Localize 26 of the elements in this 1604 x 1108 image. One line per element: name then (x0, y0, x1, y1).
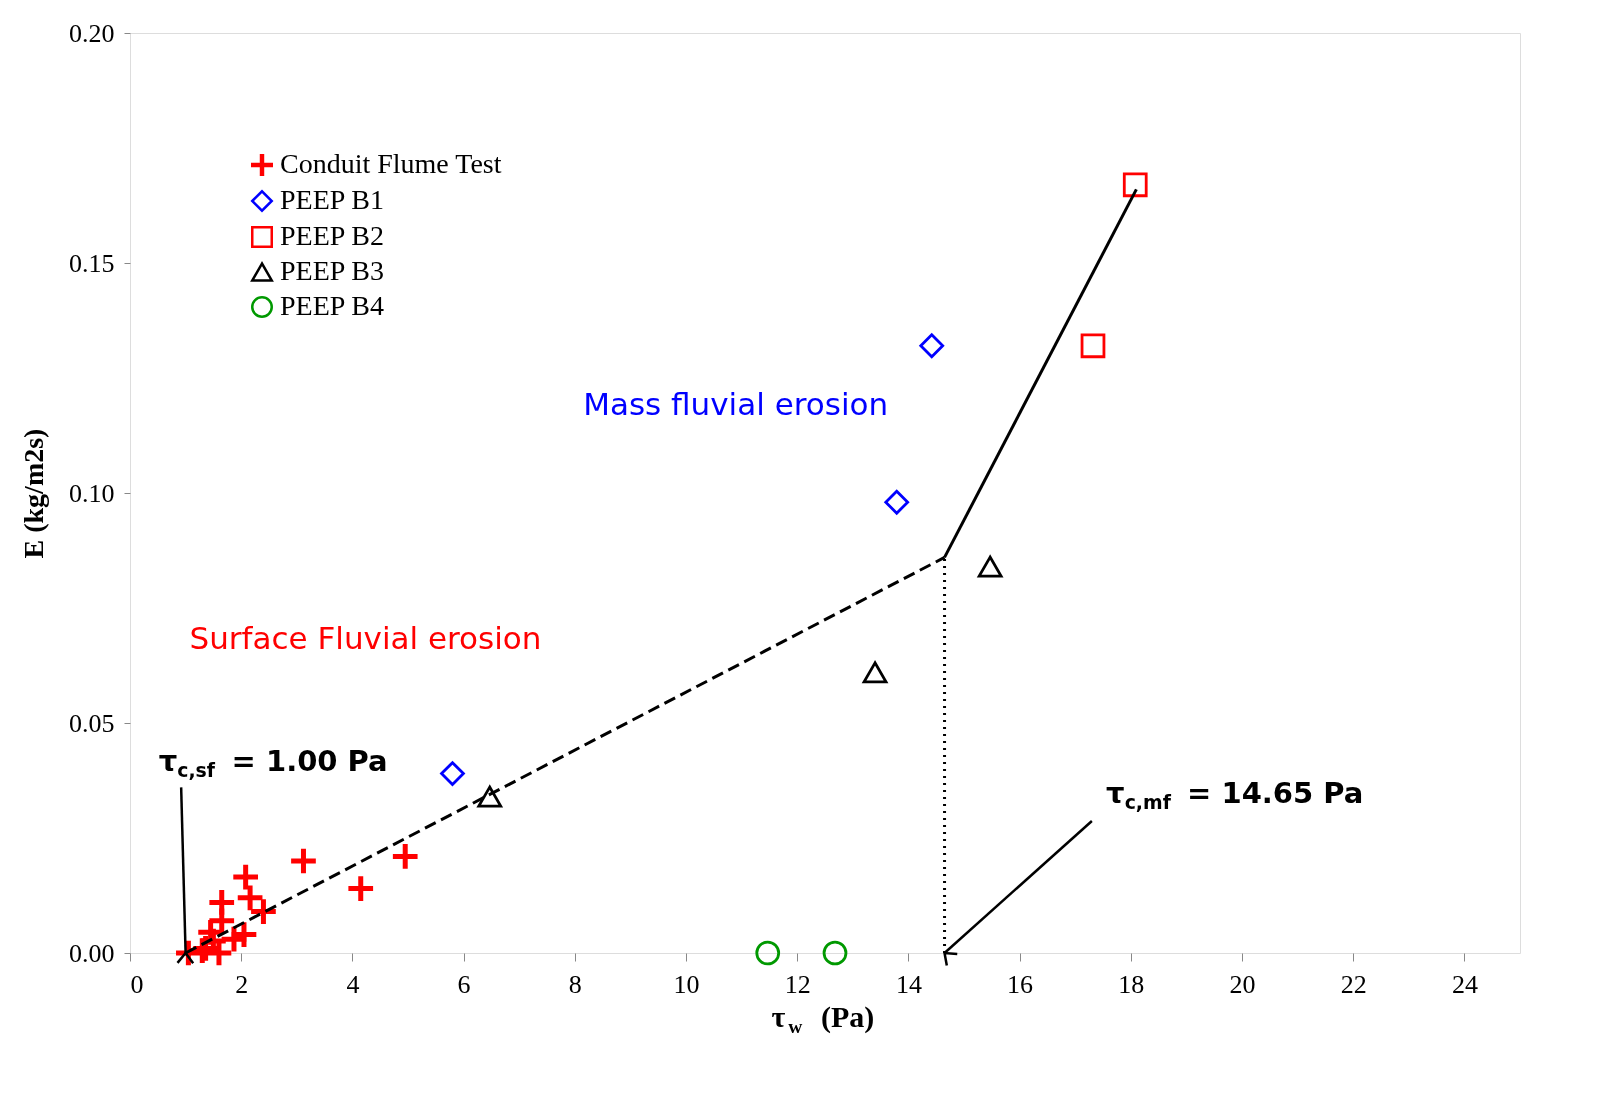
x-tick-label: 18 (1118, 969, 1145, 999)
x-tick-label: 8 (568, 969, 582, 999)
y-axis-title: E (kg/m2s) (18, 428, 49, 559)
y-tick-label: 0.00 (69, 938, 115, 968)
x-tick-label: 16 (1007, 969, 1034, 999)
x-tick-label: 24 (1451, 969, 1478, 999)
y-tick-label: 0.10 (69, 478, 115, 508)
y-tick-label: 0.15 (69, 248, 115, 278)
y-tick-label: 0.05 (69, 708, 115, 738)
legend-label: PEEP B4 (280, 290, 384, 321)
x-tick-label: 2 (235, 969, 249, 999)
x-tick-label: 20 (1229, 969, 1256, 999)
x-tick-label: 6 (457, 969, 471, 999)
legend-label: PEEP B3 (280, 255, 384, 286)
legend-label: PEEP B2 (280, 220, 384, 251)
x-tick-label: 14 (895, 969, 922, 999)
x-tick-label: 4 (346, 969, 360, 999)
annotation: Mass fluvial erosion (583, 385, 889, 422)
annotation: Surface Fluvial erosion (189, 620, 542, 657)
x-tick-label: 10 (673, 969, 700, 999)
legend-label: Conduit Flume Test (280, 148, 502, 179)
legend-label: PEEP B1 (280, 184, 384, 215)
y-tick-label: 0.20 (69, 18, 115, 48)
x-tick-label: 22 (1340, 969, 1367, 999)
x-tick-label: 0 (130, 969, 144, 999)
x-tick-label: 12 (784, 969, 811, 999)
